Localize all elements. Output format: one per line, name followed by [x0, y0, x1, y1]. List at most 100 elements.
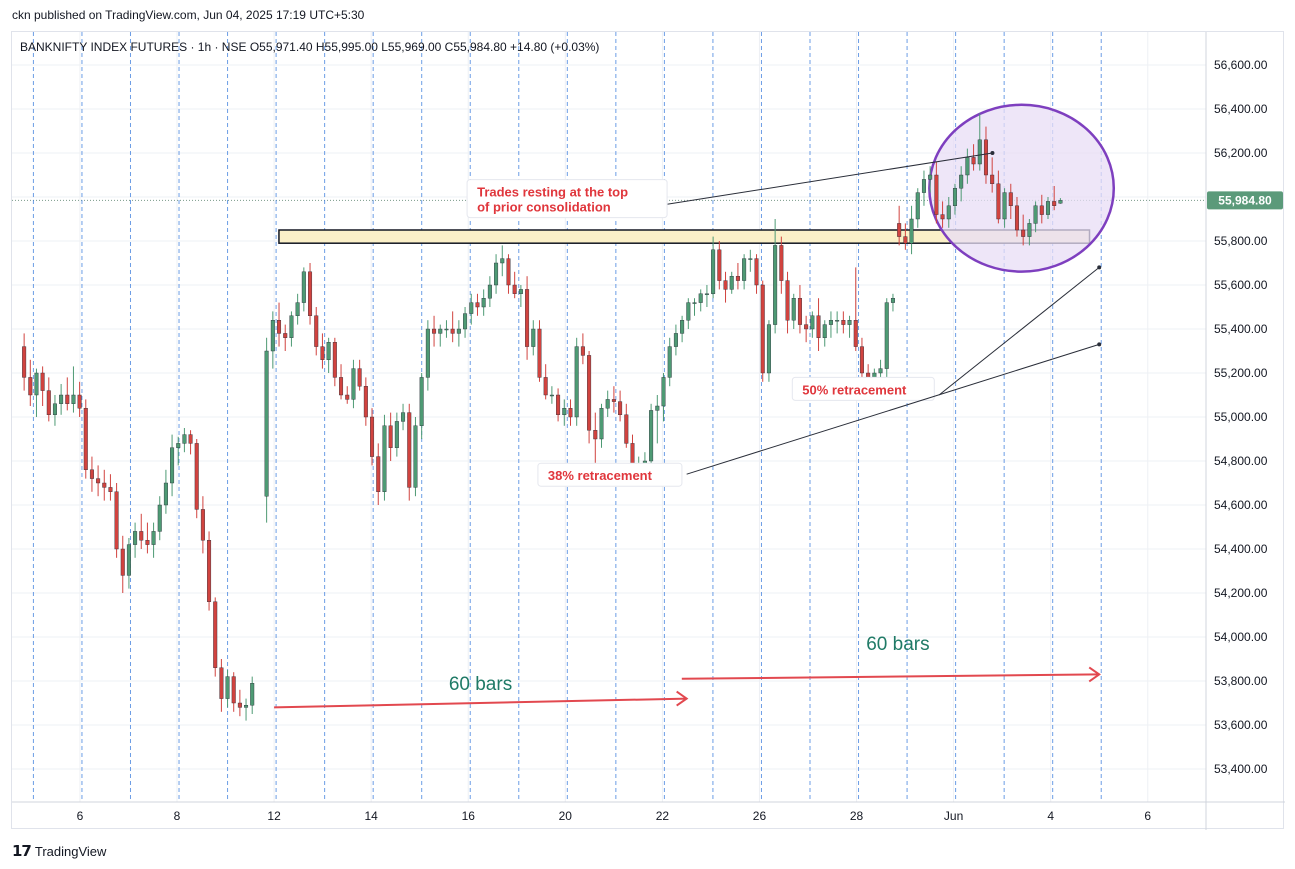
candle-body — [363, 386, 368, 418]
candle-body — [587, 355, 592, 431]
candle-body — [326, 342, 331, 361]
candle-body — [779, 245, 784, 281]
candle-body — [295, 302, 300, 317]
candle-body — [698, 293, 703, 303]
leader-line-38 — [686, 343, 1100, 475]
candle-body — [766, 324, 771, 374]
candle-body — [506, 258, 511, 286]
candle-body — [77, 394, 82, 409]
candle-body — [444, 328, 449, 331]
candle-body — [22, 346, 27, 378]
candle-body — [1021, 229, 1026, 237]
candle-body — [965, 157, 970, 176]
candle-body — [556, 394, 561, 415]
y-tick-label: 54,800.00 — [1214, 454, 1268, 468]
candle-body — [816, 315, 821, 338]
candle-body — [884, 302, 889, 369]
leader-dot-50 — [1097, 265, 1102, 270]
candle-body — [89, 469, 94, 479]
bars-label-2: 60 bars — [866, 634, 929, 655]
candle-body — [804, 324, 809, 330]
candle-body — [723, 280, 728, 290]
candle-body — [915, 192, 920, 220]
candle-body — [748, 258, 753, 260]
consolidation-note-text: of prior consolidation — [477, 200, 611, 215]
candle-body — [450, 328, 455, 334]
candle-body — [301, 271, 306, 303]
candle-body — [835, 320, 840, 322]
retrace-38-text: 38% retracement — [548, 468, 653, 483]
candle-body — [531, 328, 536, 347]
x-tick-label: 6 — [77, 809, 84, 823]
candle-body — [1008, 192, 1013, 207]
y-tick-label: 54,200.00 — [1214, 586, 1268, 600]
candle-body — [419, 377, 424, 426]
candle-body — [176, 443, 181, 448]
candle-body — [357, 368, 362, 387]
candle-body — [704, 293, 709, 295]
x-tick-label: 14 — [364, 809, 378, 823]
candle-body — [394, 421, 399, 448]
candle-body — [219, 667, 224, 699]
candle-body — [580, 346, 585, 356]
candle-body — [1027, 223, 1032, 237]
candle-body — [145, 540, 150, 545]
candle-body — [213, 601, 218, 668]
candles-layer — [22, 113, 1063, 721]
candle-body — [151, 531, 156, 545]
candle-body — [34, 372, 39, 396]
session-break-layer — [32, 32, 1102, 802]
candle-body — [250, 683, 255, 706]
chart-frame: Trades resting at the top of prior consol… — [11, 31, 1285, 830]
candle-body — [126, 544, 131, 576]
candle-body — [1002, 192, 1007, 220]
candle-body — [438, 328, 443, 334]
candle-body — [760, 284, 765, 374]
footer-brand[interactable]: TradingView — [34, 843, 107, 859]
y-tick-label: 56,400.00 — [1214, 102, 1268, 116]
leader-line-50 — [938, 267, 1100, 396]
y-tick-label: 56,600.00 — [1214, 58, 1268, 72]
candle-body — [188, 434, 193, 444]
candle-body — [194, 443, 199, 510]
candle-body — [822, 324, 827, 339]
candle-body — [332, 342, 337, 378]
candle-body — [270, 320, 275, 352]
candle-body — [574, 346, 579, 418]
candle-body — [163, 482, 168, 506]
candle-body — [28, 377, 33, 396]
consolidation-note-box — [466, 179, 668, 219]
last-price-badge — [1207, 191, 1283, 210]
candle-body — [277, 320, 282, 334]
candle-body — [525, 289, 530, 347]
last-price-label: 55,984.80 — [1218, 193, 1272, 207]
candle-body — [401, 412, 406, 422]
x-tick-label: 6 — [1144, 809, 1151, 823]
candle-body — [909, 218, 914, 244]
candle-body — [264, 350, 269, 497]
candle-body — [878, 368, 883, 374]
consolidation-note-text: Trades resting at the top — [477, 185, 628, 200]
candle-body — [432, 328, 437, 334]
candle-body — [40, 372, 45, 391]
candle-body — [847, 320, 852, 325]
candle-body — [456, 328, 461, 334]
axis-layer: 53,400.00 53,600.00 53,800.00 54,000.00 54,2… — [12, 32, 1285, 830]
candle-body — [244, 705, 249, 708]
candle-body — [376, 456, 381, 493]
candle-body — [928, 174, 933, 180]
candle-body — [611, 399, 616, 402]
arrow-60-bars-2-head — [1088, 666, 1101, 683]
candle-body — [853, 320, 858, 347]
x-tick-label: 12 — [267, 809, 281, 823]
x-tick-label: 20 — [559, 809, 573, 823]
candle-body — [225, 676, 230, 699]
symbol-legend: BANKNIFTY INDEX FUTURES · 1h · NSE O55,9… — [20, 40, 599, 54]
candle-body — [314, 315, 319, 347]
y-tick-label: 54,400.00 — [1214, 542, 1268, 556]
candle-body — [742, 258, 747, 281]
candle-body — [735, 275, 740, 281]
candle-body — [320, 346, 325, 361]
candle-body — [568, 408, 573, 418]
